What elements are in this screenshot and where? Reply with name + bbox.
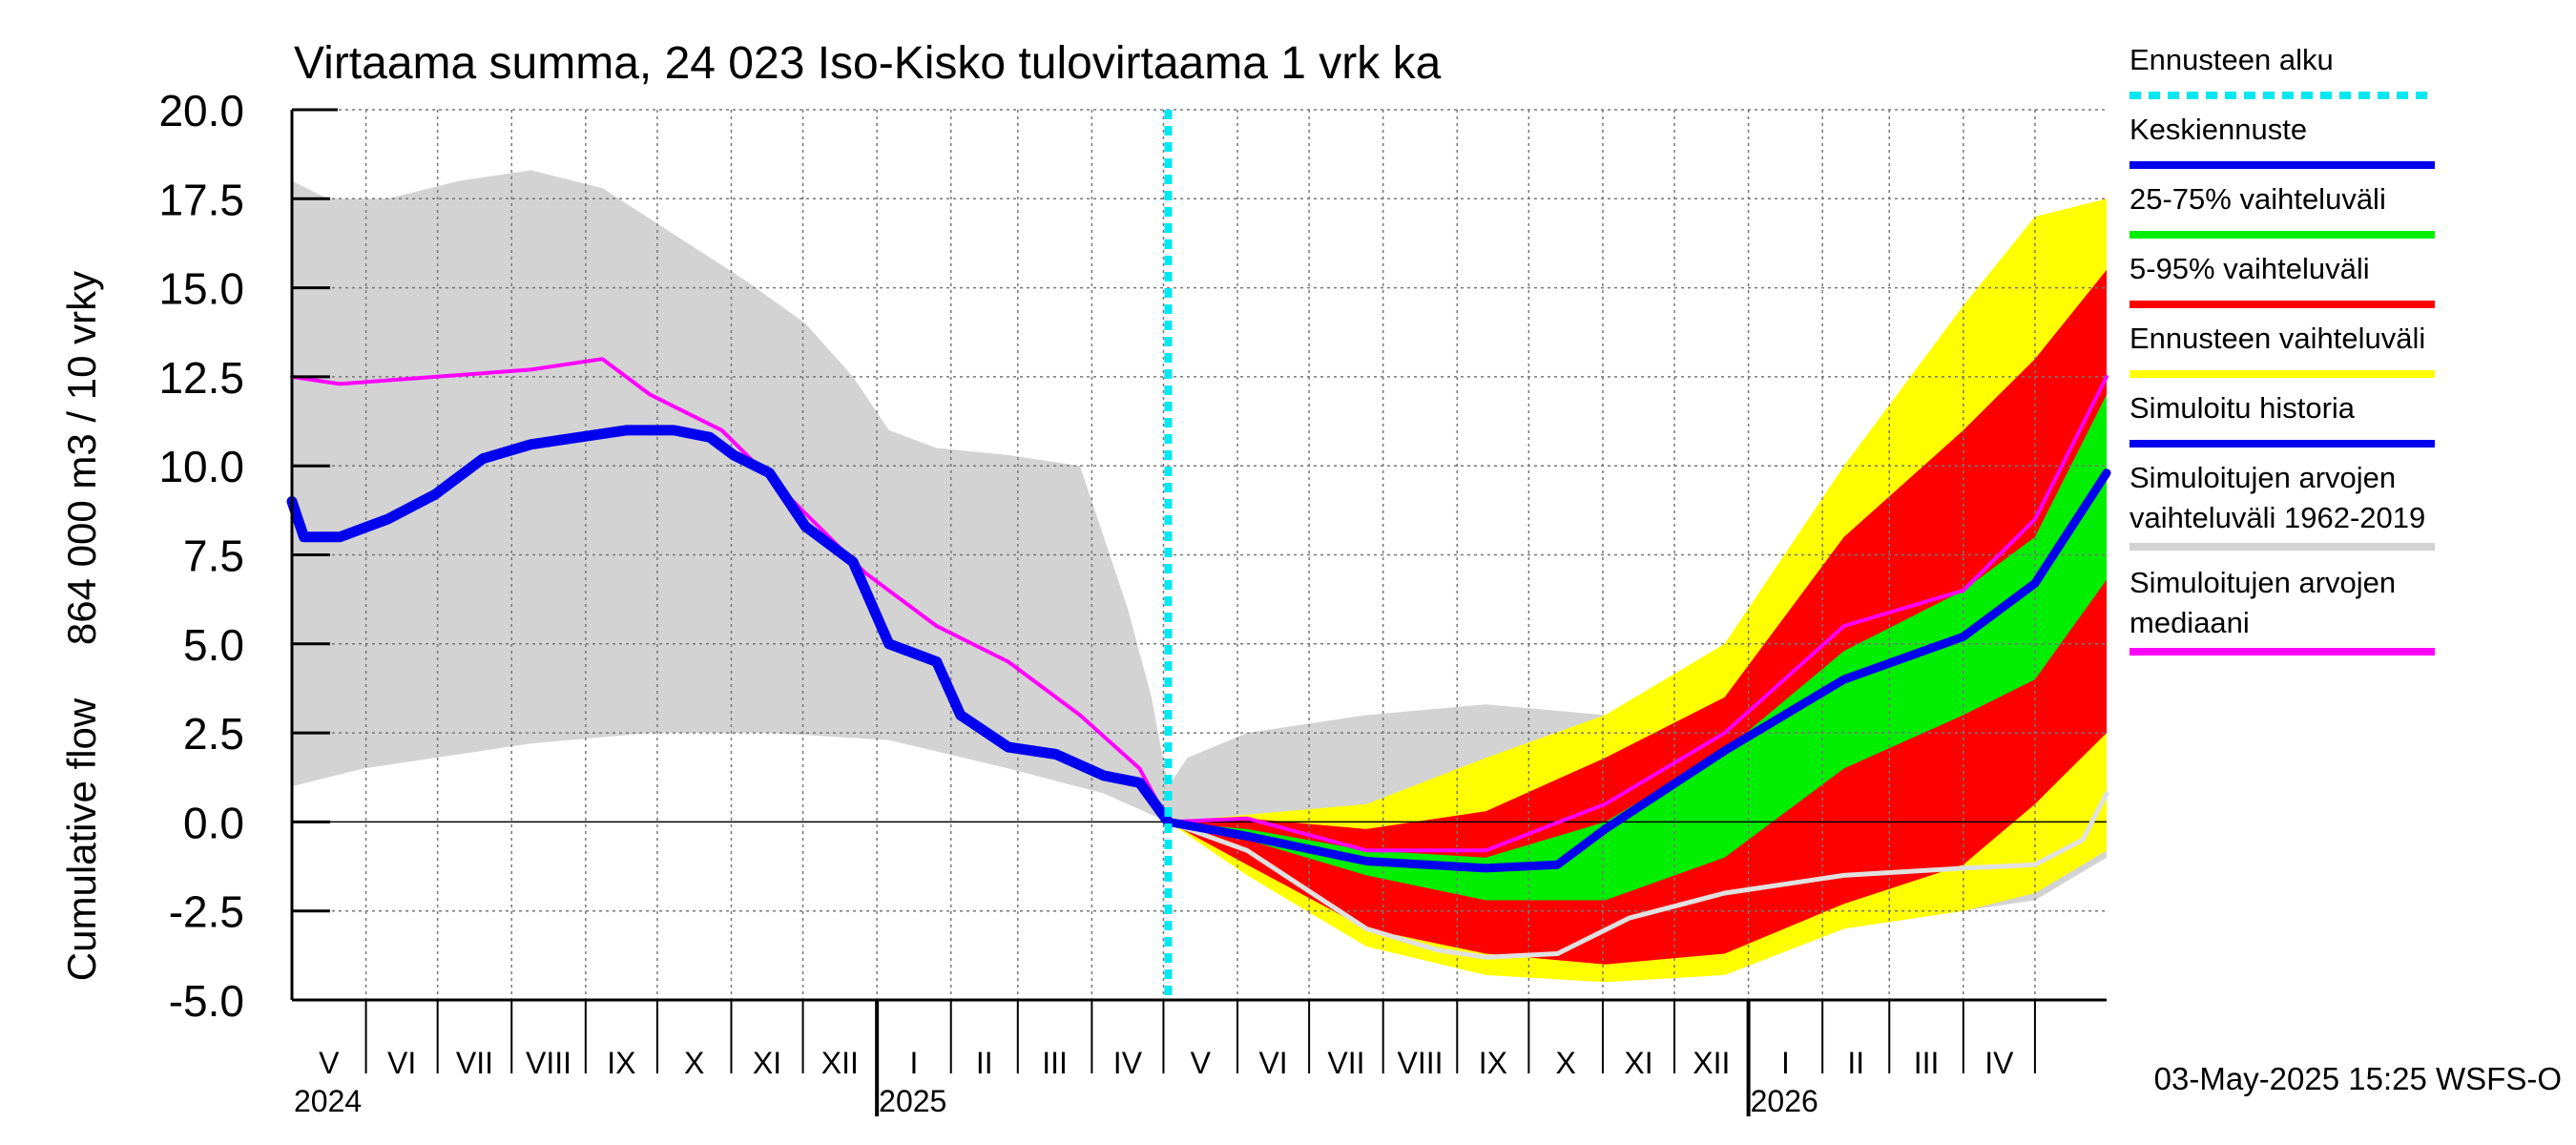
y-tick-label: 17.5 <box>158 175 244 224</box>
month-label: XI <box>753 1046 781 1080</box>
legend-label: Simuloitujen arvojen <box>2129 461 2396 494</box>
month-label: II <box>976 1046 993 1080</box>
p5-95-band <box>1168 269 2107 965</box>
legend-label-2: mediaani <box>2129 606 2250 639</box>
month-label: VIII <box>526 1046 571 1080</box>
month-label: VI <box>387 1046 416 1080</box>
month-label: IV <box>1113 1046 1143 1080</box>
legend-label: Ennusteen vaihteluväli <box>2129 322 2425 355</box>
y-tick-label: 0.0 <box>183 798 244 847</box>
grid-lines <box>292 109 2107 1001</box>
month-label: VIII <box>1397 1046 1443 1080</box>
y-tick-label: 7.5 <box>183 531 244 581</box>
year-label: 2024 <box>294 1084 362 1118</box>
month-label: IV <box>1984 1046 2014 1080</box>
year-label: 2025 <box>879 1084 946 1118</box>
legend: Ennusteen alku Keskiennuste 25-75% vaihtel… <box>2129 43 2435 656</box>
legend-label-2: vaihteluväli 1962-2019 <box>2129 501 2425 534</box>
y-tick-label: 2.5 <box>183 709 244 759</box>
month-label: V <box>1191 1046 1212 1080</box>
month-label: IX <box>1479 1046 1507 1080</box>
p25-75-band <box>1168 394 2107 901</box>
legend-label: Keskiennuste <box>2129 113 2307 146</box>
y-axis-label-fi: 864 000 m3 / 10 vrky <box>59 271 104 645</box>
legend-label: 25-75% vaihteluväli <box>2129 182 2386 216</box>
legend-label: 5-95% vaihteluväli <box>2129 252 2370 285</box>
month-label: I <box>909 1046 918 1080</box>
month-label: X <box>1555 1046 1575 1080</box>
y-tick-label: -5.0 <box>169 976 244 1026</box>
simulated-history-line <box>286 425 1174 827</box>
mean-forecast-line <box>1164 468 2111 873</box>
y-axis-label-en: Cumulative flow <box>59 697 104 981</box>
month-label: III <box>1042 1046 1068 1080</box>
y-tick-label: 10.0 <box>158 442 244 491</box>
hist-median-line <box>290 357 2109 853</box>
month-label: V <box>319 1046 340 1080</box>
year-label: 2026 <box>1751 1084 1818 1118</box>
y-tick-label: 15.0 <box>158 264 244 314</box>
month-label: VII <box>456 1046 493 1080</box>
timestamp: 03-May-2025 15:25 WSFS-O <box>2154 1061 2562 1096</box>
month-label: XII <box>1693 1046 1730 1080</box>
month-label: X <box>684 1046 704 1080</box>
month-label: III <box>1914 1046 1940 1080</box>
legend-label: Simuloitu historia <box>2129 391 2356 425</box>
month-label: I <box>1781 1046 1790 1080</box>
chart-title: Virtaama summa, 24 023 Iso-Kisko tulovir… <box>294 38 1442 89</box>
month-label: XII <box>821 1046 859 1080</box>
legend-label: Ennusteen alku <box>2129 43 2334 76</box>
y-tick-label: 12.5 <box>158 353 244 403</box>
y-tick-label: -2.5 <box>169 887 244 937</box>
month-label: II <box>1847 1046 1864 1080</box>
y-tick-label: 20.0 <box>158 86 244 135</box>
y-tick-label: 5.0 <box>183 620 244 670</box>
month-label: IX <box>607 1046 635 1080</box>
month-label: VI <box>1258 1046 1287 1080</box>
legend-label: Simuloitujen arvojen <box>2129 566 2396 599</box>
month-label: VII <box>1327 1046 1364 1080</box>
light-median-line <box>1166 791 2109 960</box>
month-label: XI <box>1624 1046 1652 1080</box>
